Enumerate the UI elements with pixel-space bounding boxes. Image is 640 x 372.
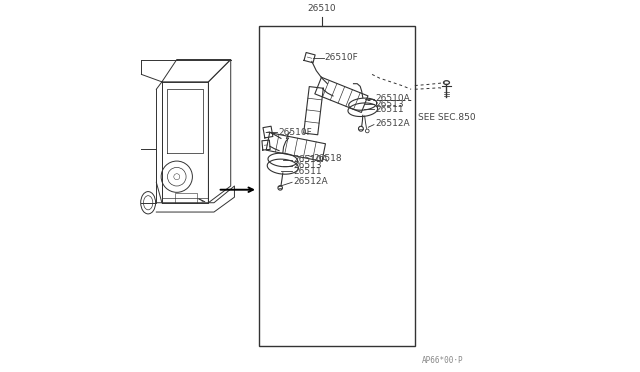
Text: 26510: 26510 <box>308 4 336 13</box>
Text: 26511: 26511 <box>375 105 404 114</box>
Text: 26510F: 26510F <box>278 128 312 137</box>
Text: 26513: 26513 <box>375 100 404 109</box>
Text: 26510A: 26510A <box>375 94 410 103</box>
Text: 26510A: 26510A <box>293 155 328 164</box>
Text: 26513: 26513 <box>293 161 322 170</box>
Text: 26512A: 26512A <box>293 177 328 186</box>
Text: 26510F: 26510F <box>325 53 358 62</box>
Text: AP66*00·P: AP66*00·P <box>422 356 463 365</box>
Text: 26511: 26511 <box>293 167 322 176</box>
Text: 26512A: 26512A <box>375 119 410 128</box>
Text: SEE SEC.850: SEE SEC.850 <box>418 113 476 122</box>
Bar <box>259 26 415 346</box>
Text: 26518: 26518 <box>314 154 342 163</box>
